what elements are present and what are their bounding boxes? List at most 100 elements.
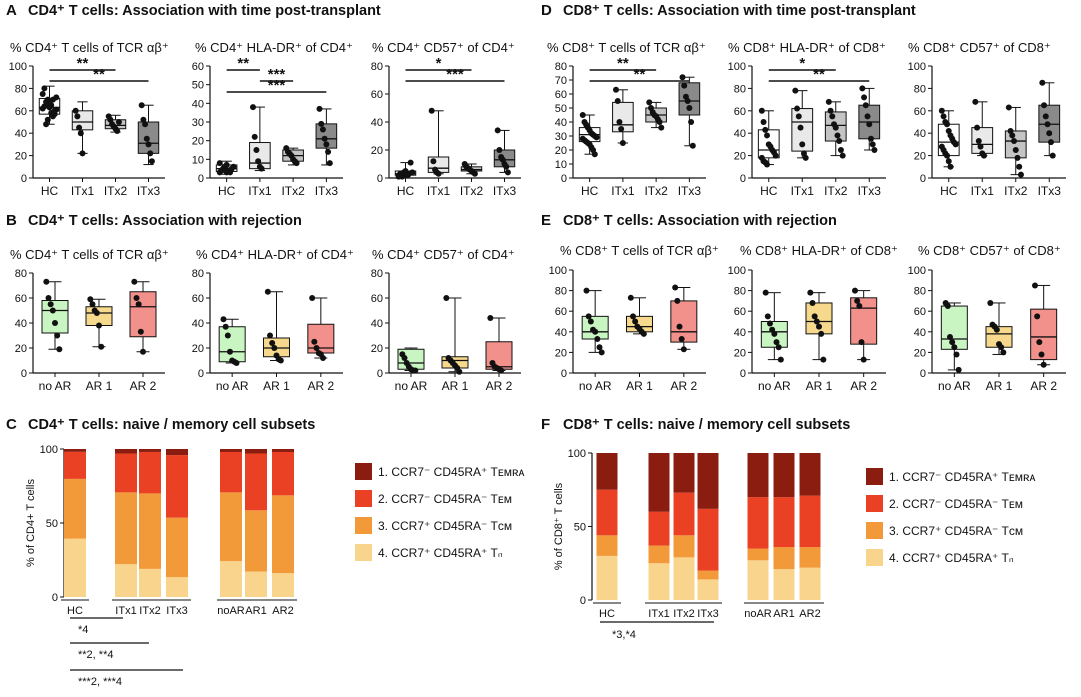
f-bar-itx2-seg3	[673, 492, 695, 536]
d1-y-tick-label: 30	[555, 131, 567, 143]
d3-data-point	[940, 113, 947, 120]
c-sig-label: ***2, ***4	[78, 676, 122, 688]
e2-y-tick-label: 20	[734, 347, 746, 359]
e1-data-point	[672, 284, 679, 291]
b2-data-point	[227, 348, 233, 355]
c-bar-itx1-seg3	[115, 453, 137, 493]
f-y-tick-label: 0	[580, 595, 586, 607]
a3-x-tick-label: ITx2	[460, 184, 484, 198]
a1-data-point	[77, 130, 84, 137]
d3-y-tick-label: 100	[908, 61, 926, 73]
c-sig-label: **2, **4	[78, 649, 113, 661]
d1-y-tick-label: 10	[555, 159, 567, 171]
e3-data-point	[1040, 361, 1047, 368]
c-y-tick-label: 100	[40, 444, 58, 456]
a3-data-point	[409, 169, 416, 176]
e1-y-tick-label: 100	[549, 265, 567, 277]
f-bar-hc-seg3	[596, 489, 618, 536]
e1-y-tick-label: 60	[555, 306, 567, 318]
d3-data-point	[1011, 138, 1018, 145]
d1-data-point	[658, 124, 665, 131]
d2-data-point	[794, 105, 801, 112]
d1-y-tick-label: 0	[561, 173, 567, 185]
panel-title-c: CD4⁺ T cells: naive / memory cell subset…	[28, 417, 316, 433]
b1-data-point	[93, 310, 100, 316]
d1-y-tick-label: 40	[555, 117, 567, 129]
b2-data-point	[313, 345, 320, 351]
d1-data-point	[616, 119, 623, 125]
b2-data-point	[269, 340, 276, 346]
e1-data-point	[587, 318, 594, 325]
a2-sig-stars: ***	[268, 66, 286, 83]
f-bar-itx1-seg1	[648, 563, 670, 600]
d3-data-point	[1044, 121, 1051, 128]
panel-title-a: CD4⁺ T cells: Association with time post…	[28, 3, 381, 19]
d3-data-point	[1049, 152, 1056, 159]
b1-x-tick-label: AR 2	[130, 379, 157, 393]
a1-y-tick-label: 40	[15, 128, 27, 140]
d2-data-point	[825, 98, 832, 105]
d2-y-tick-label: 20	[734, 151, 746, 163]
d1-sig-stars: **	[634, 66, 646, 83]
b3-data-point	[487, 315, 494, 321]
a3-data-point	[503, 163, 510, 170]
d3-box-itx2	[1004, 130, 1027, 159]
f-x-tick-label: noAR	[744, 608, 772, 620]
a3-data-point	[428, 107, 435, 114]
c-x-tick-label: ITx3	[166, 605, 187, 617]
d2-data-point	[764, 132, 771, 139]
subplot-title-e2: % CD8⁺ HLA-DR⁺ of CD8⁺	[740, 243, 898, 258]
d1-data-point	[689, 142, 696, 149]
e1-data-point	[680, 346, 687, 353]
a2-data-point	[253, 147, 260, 153]
e3-y-tick-label: 40	[914, 327, 926, 339]
c-legend-label: 3. CCR7⁺ CD45RA⁻ Tᴄᴍ	[378, 519, 512, 533]
b1-data-point	[131, 278, 138, 285]
f-legend-swatch	[866, 495, 883, 512]
b2-data-point	[320, 355, 326, 361]
b2-data-point	[309, 295, 316, 301]
a2-sig-stars: **	[237, 55, 249, 72]
e2-data-point	[858, 339, 865, 346]
a2-data-point	[221, 163, 228, 170]
d2-data-point	[762, 126, 769, 133]
e2-y-tick-label: 100	[728, 265, 746, 277]
c-sig-label: *4	[78, 624, 88, 636]
d1-x-tick-label: HC	[581, 184, 599, 198]
c-bar-itx3-seg2	[166, 517, 188, 578]
b3-data-point	[401, 355, 408, 361]
d2-data-point	[866, 121, 873, 128]
d3-data-point	[1041, 102, 1048, 109]
e3-data-point	[998, 344, 1005, 351]
c-bar-itx2-seg3	[139, 451, 161, 494]
f-bar-ar2-seg4	[799, 453, 821, 496]
d3-data-point	[974, 124, 981, 131]
a1-data-point	[76, 124, 83, 131]
a2-y-tick-label: 30	[192, 117, 204, 129]
d2-x-tick-label: HC	[760, 184, 778, 198]
d2-data-point	[862, 102, 869, 109]
f-bar-itx3-seg1	[697, 579, 719, 600]
d1-data-point	[593, 134, 600, 141]
d1-y-tick-label: 50	[555, 103, 567, 115]
c-bar-noar-seg2	[220, 492, 242, 562]
b3-data-point	[412, 367, 419, 374]
a2-data-point	[216, 160, 223, 167]
subplot-title-a3: % CD4⁺ CD57⁺ of CD4⁺	[372, 40, 515, 55]
d3-y-tick-label: 80	[914, 83, 926, 95]
a2-data-point	[223, 169, 230, 176]
a1-data-point	[79, 150, 86, 157]
b1-data-point	[56, 346, 63, 353]
b3-x-tick-label: no AR	[395, 379, 428, 393]
c-bar-ar1-seg3	[245, 453, 267, 511]
panel-label-f: F	[541, 416, 551, 433]
e2-x-tick-label: AR 2	[850, 379, 877, 393]
e1-x-tick-label: AR 2	[670, 379, 697, 393]
d2-data-point	[802, 154, 809, 161]
c-bar-itx1-seg1	[115, 564, 137, 597]
f-x-tick-label: ITx2	[673, 608, 694, 620]
c-bar-hc-seg2	[64, 478, 86, 539]
subplot-title-a1: % CD4⁺ T cells of TCR αβ⁺	[10, 40, 169, 55]
a2-sig-stars: ***	[268, 77, 286, 94]
a2-x-tick-label: HC	[218, 184, 236, 198]
